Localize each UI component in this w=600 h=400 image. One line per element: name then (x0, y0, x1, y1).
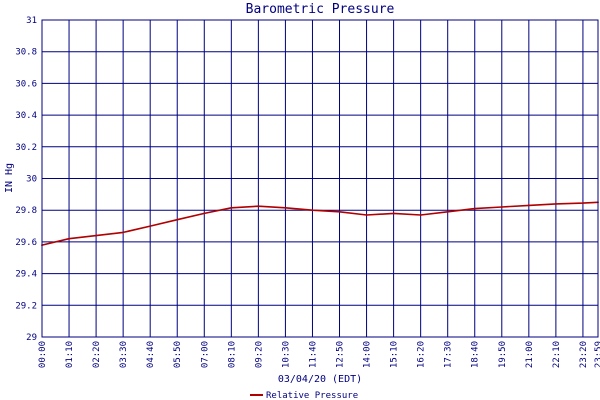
data-point (149, 225, 152, 228)
y-tick-label: 30.4 (15, 111, 37, 121)
data-point (230, 206, 233, 209)
data-point (419, 214, 422, 216)
data-point (392, 212, 395, 215)
x-tick-label: 14:00 (363, 341, 373, 368)
y-tick-label: 29.2 (15, 301, 37, 311)
x-tick-labels: 00:00 01:10 02:20 03:30 04:40 05:50 07:00 08:10… (38, 341, 600, 368)
data-point (95, 234, 97, 237)
x-tick-label: 15:10 (390, 341, 400, 368)
data-point (284, 206, 287, 209)
x-tick-label: 10:30 (281, 341, 291, 368)
x-tick-label: 01:10 (65, 341, 75, 368)
plot-frame (41, 19, 599, 338)
x-tick-label: 08:10 (227, 341, 237, 368)
y-tick-label: 30 (26, 175, 37, 185)
data-point (203, 212, 206, 215)
x-tick-label: 19:50 (498, 341, 508, 368)
y-tick-label: 30.6 (15, 79, 37, 89)
data-point (176, 218, 179, 221)
x-tick-label: 17:30 (444, 341, 454, 368)
x-tick-label: 03:30 (119, 341, 129, 368)
y-tick-label: 31 (26, 16, 37, 26)
data-point (473, 207, 476, 210)
data-point (527, 204, 530, 207)
y-tick-label: 30.2 (15, 143, 37, 153)
data-point (365, 214, 368, 216)
chart-title: Barometric Pressure (246, 2, 395, 17)
x-tick-label: 04:40 (146, 341, 156, 368)
series-lines (41, 201, 599, 247)
x-tick-label: 02:20 (92, 341, 102, 368)
x-tick-label: 23:20 (579, 341, 589, 368)
data-point (68, 237, 70, 240)
data-point (500, 206, 503, 208)
series-line-relative-pressure (41, 201, 599, 246)
x-tick-label: 22:10 (552, 341, 562, 368)
legend-label: Relative Pressure (266, 391, 358, 400)
x-tick-label: 11:40 (308, 341, 318, 368)
data-point (122, 231, 124, 234)
y-tick-label: 29.8 (15, 206, 37, 216)
legend: Relative Pressure (250, 391, 358, 400)
y-tick-labels: 29 29.2 29.4 29.6 29.8 30 30.2 30.4 30.6 30.8 31 (15, 16, 37, 343)
x-tick-label: 18:40 (471, 341, 481, 368)
x-tick-label: 00:00 (38, 341, 48, 368)
data-point (311, 209, 314, 212)
y-tick-label: 29 (26, 333, 37, 343)
data-point (555, 203, 557, 205)
data-point (446, 210, 449, 213)
y-axis-label: IN Hg (4, 163, 15, 193)
x-tick-label: 07:00 (200, 341, 210, 368)
data-point (338, 210, 341, 213)
x-axis-label: 03/04/20 (EDT) (278, 374, 362, 385)
data-point (582, 202, 584, 205)
data-point (257, 205, 260, 208)
x-tick-label: 16:20 (417, 341, 427, 368)
y-tick-label: 30.8 (15, 48, 37, 58)
y-tick-label: 29.4 (15, 270, 37, 280)
y-tick-label: 29.6 (15, 238, 37, 248)
x-tick-label: 05:50 (173, 341, 183, 368)
x-tick-label: 09:20 (254, 341, 264, 368)
x-tick-label: 23:59 (594, 341, 600, 368)
x-tick-label: 12:50 (336, 341, 346, 368)
x-tick-label: 21:00 (525, 341, 535, 368)
